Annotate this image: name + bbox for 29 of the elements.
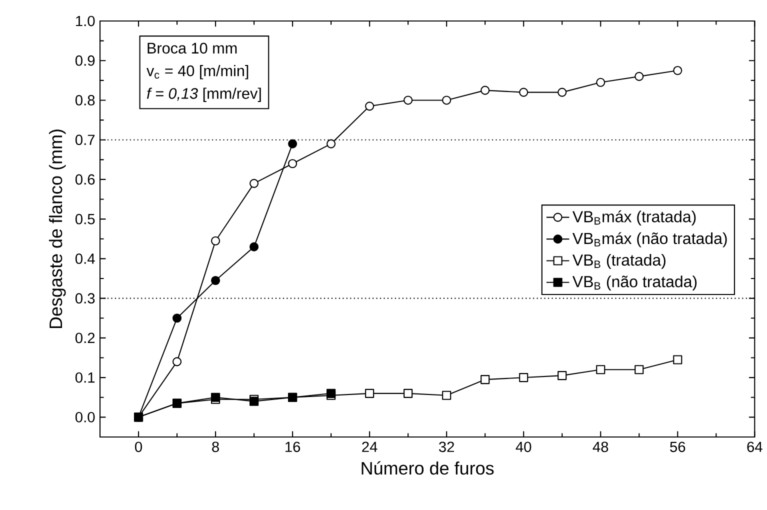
y-tick-label: 0.0	[75, 412, 95, 422]
annotation: f = 0,13 [mm/rev]	[147, 88, 261, 102]
x-tick-label: 16	[286, 442, 300, 452]
x-tick-label: 24	[362, 442, 378, 452]
y-tick-label: 0.4	[75, 254, 95, 264]
x-tick-label: 64	[747, 442, 762, 452]
x-tick-label: 0	[135, 442, 142, 452]
legend-label: VB$_{B}$máx (tratada)	[572, 210, 696, 226]
y-tick-label: 1.0	[76, 16, 95, 26]
y-tick-label: 0.9	[75, 55, 95, 66]
y-tick-label: 0.7	[75, 134, 95, 146]
y-tick-label: 0.6	[75, 174, 95, 185]
legend-label: VB$_{B}$ (não tratada)	[572, 276, 697, 290]
legend-label: VB$_{B}$ (tratada)	[572, 254, 666, 269]
legend-label: VB$_{B}$máx (não tratada)	[572, 232, 727, 248]
x-tick-label: 56	[670, 442, 686, 452]
y-tick-label: 0.3	[75, 293, 95, 304]
annotation: v$_{c}$ = 40 [m/min]	[146, 65, 248, 80]
y-tick-label: 0.2	[75, 332, 95, 344]
y-tick-label: 0.1	[75, 372, 95, 383]
x-tick-label: 40	[516, 442, 532, 452]
x-axis-title: Número de furos	[362, 461, 494, 475]
x-tick-label: 48	[592, 442, 608, 452]
annotation: Broca 10 mm	[148, 42, 237, 54]
y-tick-label: 0.5	[75, 214, 95, 224]
y-axis-title: Desgaste de flanco (mm)	[48, 130, 66, 328]
x-tick-label: 8	[212, 442, 219, 452]
x-tick-label: 32	[438, 442, 454, 452]
y-tick-label: 0.8	[75, 95, 95, 106]
